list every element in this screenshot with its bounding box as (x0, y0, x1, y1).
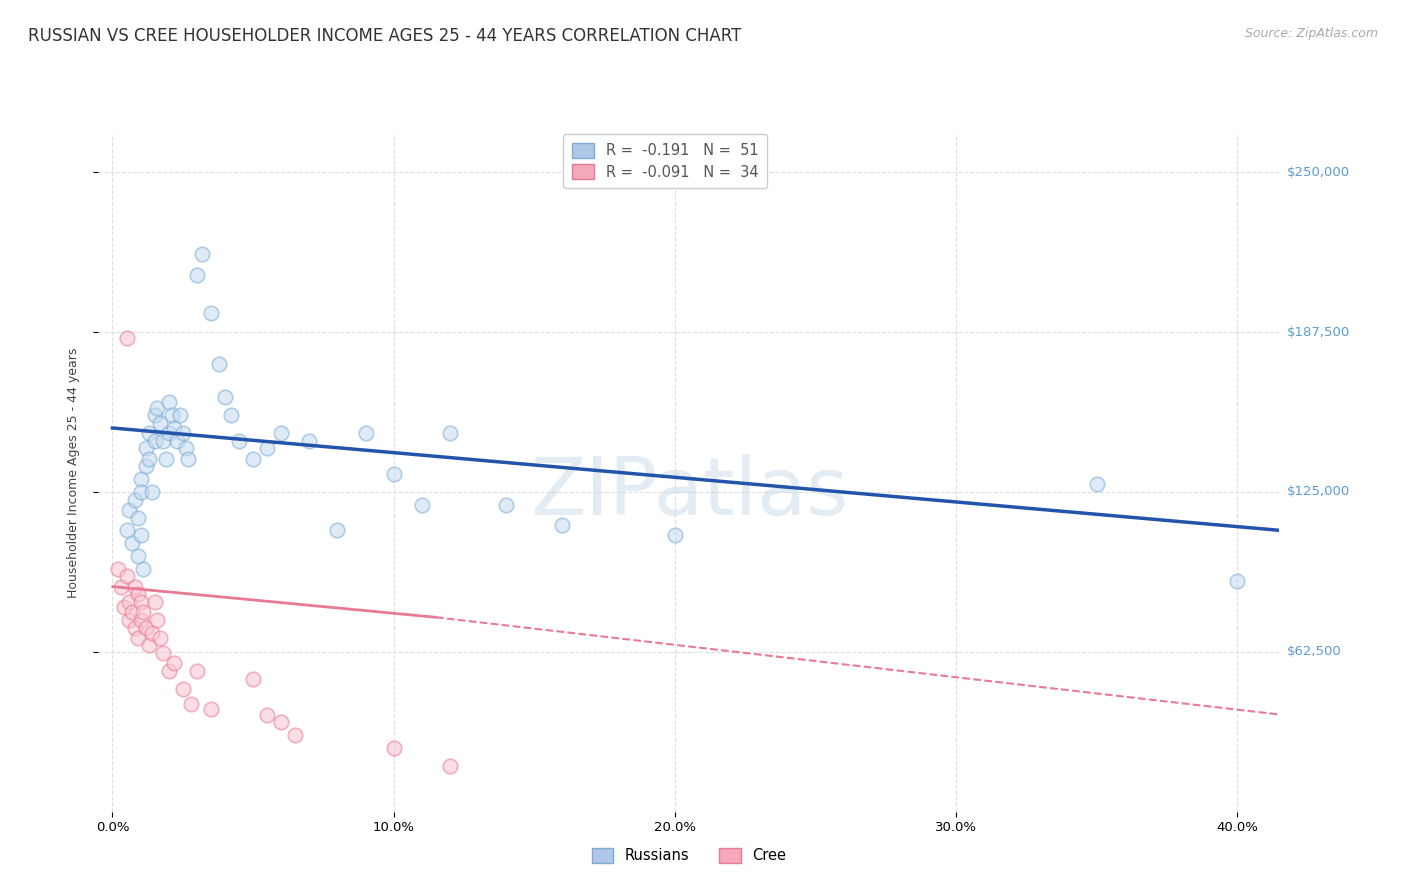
Point (439, 426, 461, 441)
Point (298, 434, 321, 448)
Point (129, 613, 152, 627)
Point (115, 524, 138, 538)
Point (152, 646, 174, 660)
Point (191, 247, 214, 261)
Point (112, 600, 135, 615)
Point (135, 459, 157, 474)
Point (143, 408, 166, 422)
Text: ZIPatlas: ZIPatlas (530, 454, 848, 533)
Point (172, 426, 194, 441)
Point (169, 408, 191, 422)
Point (141, 485, 163, 500)
Point (172, 681, 194, 696)
Point (132, 562, 155, 576)
Point (664, 528, 686, 542)
Text: $62,500: $62,500 (1286, 645, 1341, 658)
Point (174, 442, 197, 456)
Point (121, 536, 143, 550)
Point (214, 390, 236, 404)
Point (177, 451, 200, 466)
Point (180, 698, 202, 712)
Point (382, 467, 405, 481)
Point (118, 595, 141, 609)
Point (135, 442, 157, 456)
Point (155, 451, 177, 466)
Point (135, 621, 157, 635)
Text: $187,500: $187,500 (1286, 326, 1350, 339)
Point (163, 421, 186, 435)
Point (129, 595, 152, 609)
Point (143, 434, 166, 448)
Point (382, 740, 405, 755)
Point (256, 707, 278, 722)
Point (1085, 477, 1108, 491)
Point (163, 657, 186, 671)
Point (157, 395, 180, 409)
Point (270, 715, 292, 730)
Text: $250,000: $250,000 (1286, 166, 1350, 178)
Point (186, 664, 208, 678)
Point (127, 510, 149, 524)
Point (115, 331, 138, 345)
Point (411, 498, 433, 512)
Point (208, 357, 231, 371)
Point (256, 442, 278, 456)
Point (200, 702, 222, 716)
Point (129, 472, 152, 486)
Point (141, 625, 163, 640)
Point (129, 528, 152, 542)
Point (121, 605, 143, 619)
Point (166, 434, 188, 448)
Point (495, 498, 517, 512)
Point (149, 631, 172, 645)
Point (228, 434, 250, 448)
Text: RUSSIAN VS CREE HOUSEHOLDER INCOME AGES 25 - 44 YEARS CORRELATION CHART: RUSSIAN VS CREE HOUSEHOLDER INCOME AGES … (28, 27, 741, 45)
Text: $125,000: $125,000 (1286, 485, 1350, 499)
Point (127, 631, 149, 645)
Point (124, 580, 146, 594)
Point (242, 451, 264, 466)
Legend: Russians, Cree: Russians, Cree (586, 842, 792, 869)
Point (219, 408, 242, 422)
Point (284, 728, 307, 742)
Point (118, 613, 141, 627)
Point (115, 569, 138, 583)
Point (152, 434, 174, 448)
Point (186, 268, 208, 282)
Point (127, 587, 149, 601)
Point (354, 426, 377, 441)
Point (124, 621, 146, 635)
Point (129, 485, 152, 500)
Point (326, 524, 349, 538)
Point (110, 580, 132, 594)
Point (146, 401, 169, 415)
Point (1226, 574, 1249, 589)
Y-axis label: Householder Income Ages 25 - 44 years: Householder Income Ages 25 - 44 years (67, 348, 80, 598)
Point (439, 758, 461, 772)
Text: Source: ZipAtlas.com: Source: ZipAtlas.com (1244, 27, 1378, 40)
Point (157, 426, 180, 441)
Point (124, 492, 146, 507)
Point (138, 426, 160, 441)
Point (138, 451, 160, 466)
Point (127, 549, 149, 563)
Point (149, 416, 172, 430)
Point (242, 672, 264, 686)
Point (143, 595, 166, 609)
Point (157, 664, 180, 678)
Point (118, 503, 141, 517)
Point (107, 562, 129, 576)
Point (138, 639, 160, 653)
Point (146, 613, 169, 627)
Point (200, 306, 222, 320)
Point (270, 426, 292, 441)
Point (132, 605, 155, 619)
Point (160, 408, 183, 422)
Point (551, 518, 574, 533)
